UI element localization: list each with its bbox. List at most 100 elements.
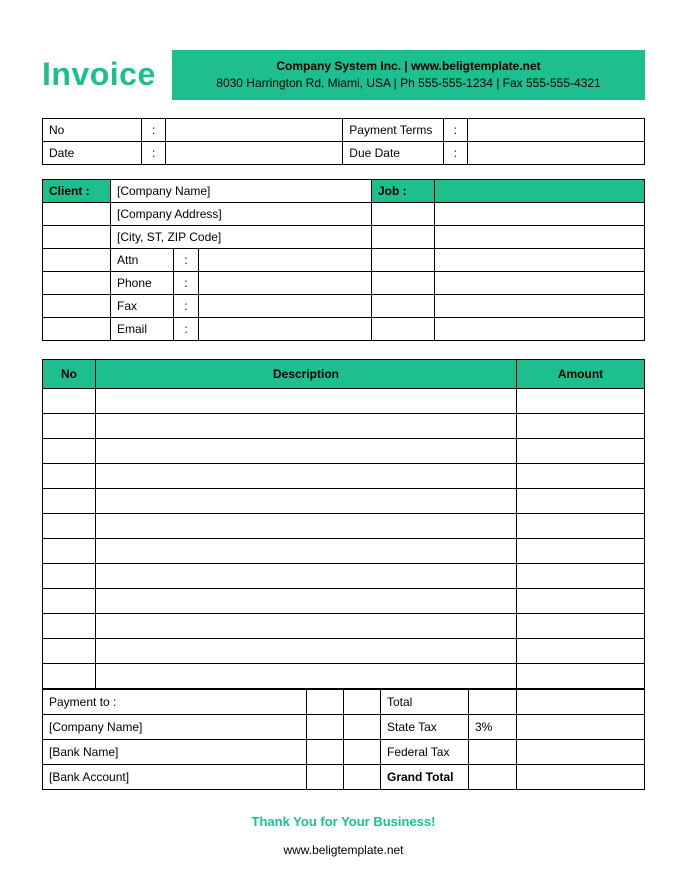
item-row [43, 638, 645, 663]
client-blank [43, 294, 111, 317]
job-blank [372, 271, 435, 294]
job-blank [372, 294, 435, 317]
meta-colon: : [443, 118, 467, 141]
item-row [43, 613, 645, 638]
site-text: www.beligtemplate.net [42, 843, 645, 857]
client-label: Client : [43, 179, 111, 202]
blank [307, 764, 344, 789]
item-row [43, 563, 645, 588]
item-desc [96, 488, 517, 513]
job-blank [435, 202, 645, 225]
blank [344, 764, 381, 789]
job-blank [372, 202, 435, 225]
meta-table: No : Payment Terms : Date : Due Date : [42, 118, 645, 165]
item-no [43, 613, 96, 638]
federal-tax-label: Federal Tax [381, 739, 469, 764]
meta-colon: : [141, 118, 165, 141]
item-no [43, 438, 96, 463]
blank [469, 764, 517, 789]
client-company-name: [Company Name] [111, 179, 372, 202]
item-desc [96, 663, 517, 688]
item-desc [96, 413, 517, 438]
client-blank [43, 317, 111, 340]
meta-colon: : [141, 141, 165, 164]
job-blank [372, 317, 435, 340]
meta-payment-terms-value [468, 118, 645, 141]
meta-date-label: Date [43, 141, 142, 164]
col-description: Description [96, 359, 517, 388]
attn-label: Attn [111, 248, 174, 271]
job-value [435, 179, 645, 202]
client-table: Client : [Company Name] Job : [Company A… [42, 179, 645, 341]
state-tax-label: State Tax [381, 714, 469, 739]
client-city: [City, ST, ZIP Code] [111, 225, 372, 248]
blank [307, 714, 344, 739]
blank [344, 689, 381, 714]
state-tax-value: 3% [469, 714, 517, 739]
item-desc [96, 613, 517, 638]
job-blank [435, 248, 645, 271]
job-blank [435, 294, 645, 317]
item-amount [517, 588, 645, 613]
item-row [43, 413, 645, 438]
item-amount [517, 563, 645, 588]
phone-label: Phone [111, 271, 174, 294]
meta-date-value [166, 141, 343, 164]
item-row [43, 663, 645, 688]
fax-label: Fax [111, 294, 174, 317]
client-address: [Company Address] [111, 202, 372, 225]
item-desc [96, 513, 517, 538]
items-body [43, 388, 645, 688]
thanks-text: Thank You for Your Business! [42, 814, 645, 829]
col-no: No [43, 359, 96, 388]
items-table: No Description Amount [42, 359, 645, 689]
grand-total-amount [517, 764, 645, 789]
job-blank [372, 248, 435, 271]
invoice-page: Invoice Company System Inc. | www.beligt… [0, 0, 687, 887]
state-tax-amount [517, 714, 645, 739]
client-colon: : [174, 271, 199, 294]
blank [469, 689, 517, 714]
item-amount [517, 638, 645, 663]
col-amount: Amount [517, 359, 645, 388]
client-blank [43, 202, 111, 225]
item-amount [517, 438, 645, 463]
client-blank [43, 248, 111, 271]
meta-due-date-label: Due Date [343, 141, 443, 164]
item-no [43, 538, 96, 563]
header: Invoice Company System Inc. | www.beligt… [42, 50, 645, 100]
company-line2: 8030 Harrington Rd, Miami, USA | Ph 555-… [182, 75, 635, 92]
item-no [43, 563, 96, 588]
phone-value [199, 271, 372, 294]
item-no [43, 513, 96, 538]
item-amount [517, 463, 645, 488]
meta-no-value [166, 118, 343, 141]
fax-value [199, 294, 372, 317]
total-label: Total [381, 689, 469, 714]
item-desc [96, 563, 517, 588]
blank [344, 714, 381, 739]
item-no [43, 388, 96, 413]
meta-colon: : [443, 141, 467, 164]
client-blank [43, 225, 111, 248]
company-line1: Company System Inc. | www.beligtemplate.… [182, 58, 635, 75]
attn-value [199, 248, 372, 271]
grand-total-label: Grand Total [381, 764, 469, 789]
payment-bank-name: [Bank Name] [43, 739, 307, 764]
payment-to-label: Payment to : [43, 689, 307, 714]
payment-bank-account: [Bank Account] [43, 764, 307, 789]
job-label: Job : [372, 179, 435, 202]
item-row [43, 438, 645, 463]
email-value [199, 317, 372, 340]
job-blank [435, 225, 645, 248]
item-no [43, 463, 96, 488]
item-no [43, 663, 96, 688]
blank [307, 689, 344, 714]
item-row [43, 588, 645, 613]
federal-tax-amount [517, 739, 645, 764]
item-row [43, 538, 645, 563]
blank [469, 739, 517, 764]
meta-due-date-value [468, 141, 645, 164]
email-label: Email [111, 317, 174, 340]
item-desc [96, 588, 517, 613]
